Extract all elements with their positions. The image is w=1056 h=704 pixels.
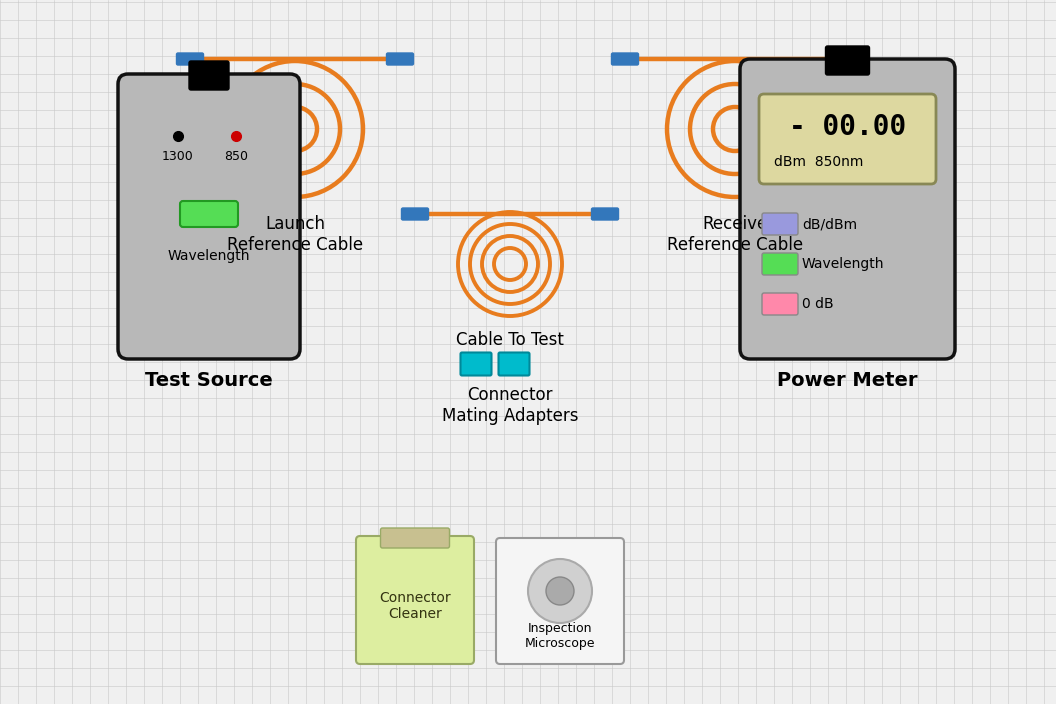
FancyBboxPatch shape — [176, 53, 204, 65]
Text: 0 dB: 0 dB — [802, 297, 833, 311]
Text: Inspection
Microscope: Inspection Microscope — [525, 622, 596, 650]
FancyBboxPatch shape — [180, 201, 238, 227]
FancyBboxPatch shape — [759, 94, 936, 184]
FancyBboxPatch shape — [460, 353, 491, 375]
Text: - 00.00: - 00.00 — [789, 113, 906, 141]
FancyBboxPatch shape — [189, 61, 229, 90]
FancyBboxPatch shape — [827, 53, 853, 65]
FancyBboxPatch shape — [591, 208, 619, 220]
Text: Wavelength: Wavelength — [168, 249, 250, 263]
FancyBboxPatch shape — [611, 53, 639, 65]
FancyBboxPatch shape — [826, 46, 869, 75]
Text: 1300: 1300 — [163, 150, 194, 163]
Text: dBm  850nm: dBm 850nm — [774, 155, 864, 169]
FancyBboxPatch shape — [498, 353, 529, 375]
FancyBboxPatch shape — [496, 538, 624, 664]
Circle shape — [546, 577, 574, 605]
Text: Test Source: Test Source — [145, 371, 272, 390]
Text: Connector
Cleaner: Connector Cleaner — [379, 591, 451, 621]
FancyBboxPatch shape — [762, 293, 798, 315]
FancyBboxPatch shape — [740, 59, 955, 359]
Text: Connector
Mating Adapters: Connector Mating Adapters — [441, 386, 579, 425]
Text: dB/dBm: dB/dBm — [802, 217, 857, 231]
Text: Launch
Reference Cable: Launch Reference Cable — [227, 215, 363, 254]
Text: Wavelength: Wavelength — [802, 257, 885, 271]
FancyBboxPatch shape — [118, 74, 300, 359]
Text: Cable To Test: Cable To Test — [456, 331, 564, 349]
Circle shape — [528, 559, 592, 623]
FancyBboxPatch shape — [762, 213, 798, 235]
FancyBboxPatch shape — [386, 53, 414, 65]
FancyBboxPatch shape — [762, 253, 798, 275]
FancyBboxPatch shape — [380, 528, 450, 548]
Text: Power Meter: Power Meter — [777, 371, 918, 390]
Text: Receive
Reference Cable: Receive Reference Cable — [667, 215, 803, 254]
Text: 850: 850 — [224, 150, 248, 163]
FancyBboxPatch shape — [401, 208, 429, 220]
FancyBboxPatch shape — [356, 536, 474, 664]
